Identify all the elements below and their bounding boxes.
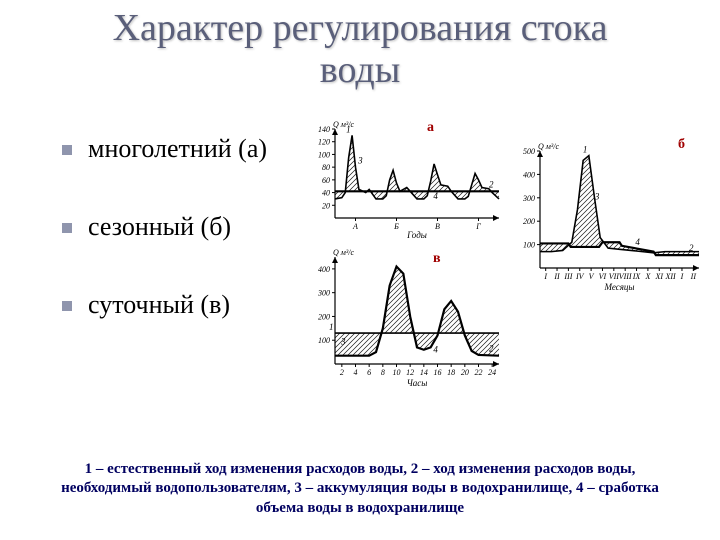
svg-text:1: 1 <box>346 124 351 134</box>
svg-text:12: 12 <box>406 368 414 377</box>
chart-b: 100200300400500IIIIIIIVVVIVIIVIIIIXXXIXI… <box>510 137 705 292</box>
svg-text:2: 2 <box>689 243 694 253</box>
svg-text:4: 4 <box>354 368 358 377</box>
svg-text:3: 3 <box>340 336 346 346</box>
svg-text:100: 100 <box>318 150 330 159</box>
svg-text:XII: XII <box>664 272 676 281</box>
svg-text:2: 2 <box>340 368 344 377</box>
svg-text:Годы: Годы <box>406 230 427 240</box>
svg-text:X: X <box>644 272 651 281</box>
svg-text:В: В <box>435 222 440 231</box>
svg-text:20: 20 <box>461 368 469 377</box>
svg-text:II: II <box>690 272 697 281</box>
chart-a: 20 40 60 80 100 120 140 А Б В Г Q м³/с Годы 1 2 3 4 <box>305 115 505 240</box>
svg-text:Б: Б <box>393 222 399 231</box>
title-line1: Характер регулирования стока <box>113 7 608 49</box>
svg-text:Q м³/с: Q м³/с <box>333 120 355 129</box>
panel-b: 100200300400500IIIIIIIVVVIVIIVIIIIXXXIXI… <box>510 137 705 292</box>
svg-text:24: 24 <box>488 368 496 377</box>
svg-text:120: 120 <box>318 138 330 147</box>
svg-text:200: 200 <box>523 217 535 226</box>
svg-text:1: 1 <box>329 322 334 332</box>
svg-text:Месяцы: Месяцы <box>603 282 634 292</box>
svg-text:14: 14 <box>420 368 428 377</box>
panel-label-b: б <box>678 137 685 153</box>
svg-text:40: 40 <box>322 189 330 198</box>
svg-text:140: 140 <box>318 125 330 134</box>
svg-text:22: 22 <box>475 368 483 377</box>
svg-text:Q м³/с: Q м³/с <box>333 248 355 257</box>
svg-text:6: 6 <box>367 368 371 377</box>
svg-text:18: 18 <box>447 368 455 377</box>
legend-caption: 1 – естественный ход изменения расходов … <box>60 460 660 519</box>
svg-text:IV: IV <box>575 272 585 281</box>
svg-text:20: 20 <box>322 201 330 210</box>
svg-text:100: 100 <box>523 241 535 250</box>
svg-text:III: III <box>563 272 572 281</box>
svg-text:100: 100 <box>318 336 330 345</box>
bullet-item: сезонный (б) <box>62 212 332 242</box>
svg-text:300: 300 <box>522 194 535 203</box>
svg-text:400: 400 <box>523 170 535 179</box>
svg-text:300: 300 <box>317 289 330 298</box>
svg-text:IX: IX <box>632 272 642 281</box>
svg-text:I: I <box>543 272 547 281</box>
bullet-item: многолетний (а) <box>62 134 332 164</box>
svg-text:10: 10 <box>393 368 401 377</box>
svg-text:4: 4 <box>433 191 438 201</box>
svg-text:2: 2 <box>489 179 494 189</box>
svg-text:4: 4 <box>433 345 438 355</box>
svg-text:400: 400 <box>318 265 330 274</box>
svg-text:XI: XI <box>654 272 663 281</box>
svg-text:500: 500 <box>523 147 535 156</box>
chart-v: 10020030040024681012141618202224Q м³/сЧа… <box>305 243 505 388</box>
svg-text:200: 200 <box>318 312 330 321</box>
svg-text:4: 4 <box>635 237 640 247</box>
slide-title: Характер регулирования стока воды <box>0 8 720 92</box>
panel-a: 20 40 60 80 100 120 140 А Б В Г Q м³/с Годы 1 2 3 4 а <box>305 115 505 240</box>
charts-region: 20406080100120140АБВГQ м³/сГоды1234 а 10… <box>300 115 705 390</box>
svg-text:3: 3 <box>357 155 363 165</box>
svg-text:3: 3 <box>594 192 600 202</box>
svg-text:VII: VII <box>609 272 620 281</box>
svg-text:Г: Г <box>475 222 481 231</box>
panel-label-v: в <box>433 251 441 267</box>
svg-text:Q м³/с: Q м³/с <box>538 142 560 151</box>
svg-text:Часы: Часы <box>407 378 428 388</box>
panel-label-a: а <box>427 120 434 136</box>
panel-v: 10020030040024681012141618202224Q м³/сЧа… <box>305 243 505 388</box>
title-line2: воды <box>320 49 400 91</box>
svg-text:А: А <box>352 222 358 231</box>
svg-text:I: I <box>680 272 684 281</box>
bullet-item: суточный (в) <box>62 290 332 320</box>
svg-text:8: 8 <box>381 368 385 377</box>
svg-text:60: 60 <box>322 176 330 185</box>
svg-text:16: 16 <box>434 368 442 377</box>
svg-text:II: II <box>553 272 560 281</box>
svg-text:VI: VI <box>599 272 607 281</box>
svg-text:1: 1 <box>583 145 588 155</box>
svg-text:V: V <box>589 272 595 281</box>
svg-text:80: 80 <box>322 163 330 172</box>
bullet-list: многолетний (а) сезонный (б) суточный (в… <box>22 134 332 368</box>
svg-text:VIII: VIII <box>619 272 632 281</box>
svg-text:2: 2 <box>489 344 494 354</box>
slide: { "title_line1": "Характер регулирования… <box>0 0 720 540</box>
